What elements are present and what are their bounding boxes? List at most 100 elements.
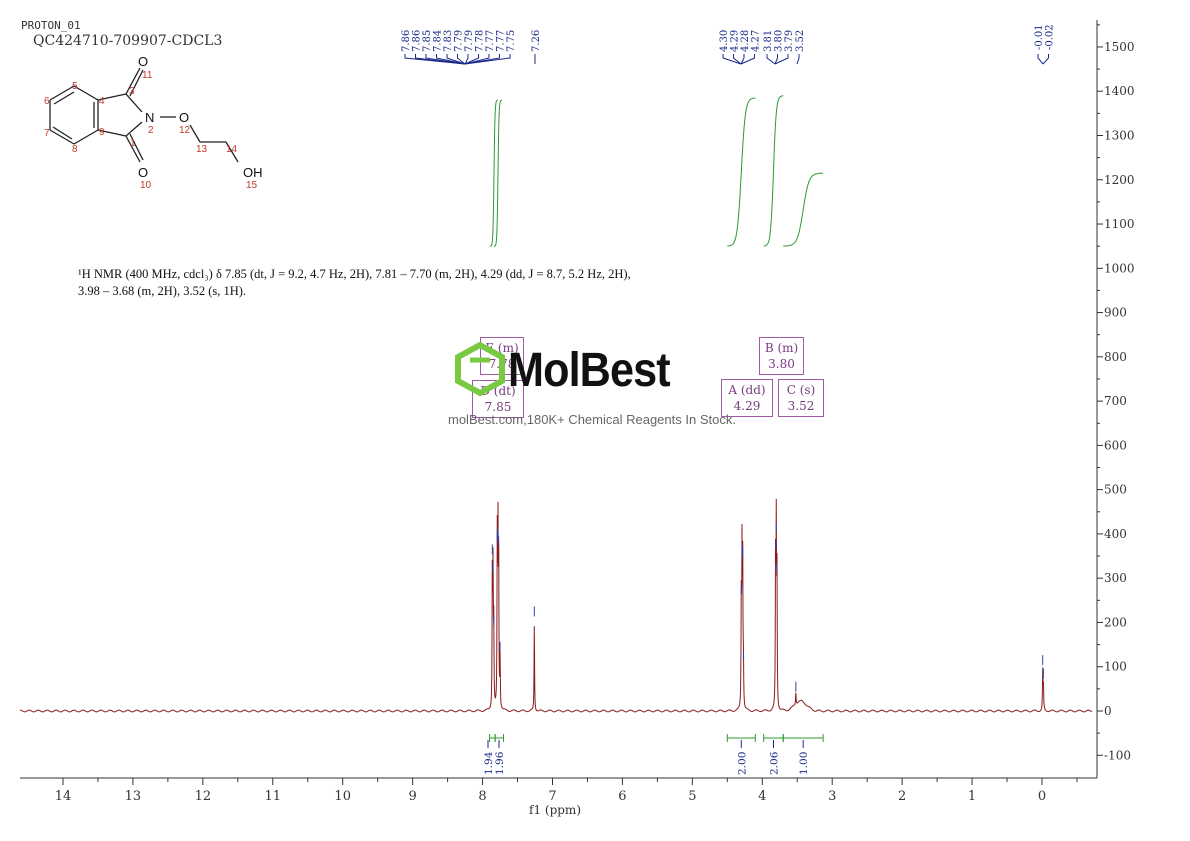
atom-n2: N xyxy=(145,110,154,125)
x-tick-label: 0 xyxy=(1038,789,1046,804)
peak-label-connector xyxy=(774,54,778,65)
y-tick-label: 100 xyxy=(1104,660,1127,674)
peak-label-connector xyxy=(464,54,511,65)
peak-label-connector xyxy=(464,54,479,65)
peak-label-connector xyxy=(436,54,466,65)
y-tick-label: 200 xyxy=(1104,615,1127,629)
peak-label: 4.30 xyxy=(719,30,730,52)
x-tick-label: 5 xyxy=(688,789,696,804)
peak-label-connector xyxy=(1042,54,1049,65)
multiplet-label: B (m) xyxy=(764,341,799,355)
y-tick-label: 400 xyxy=(1104,527,1127,541)
peak-label: -0.02 xyxy=(1045,24,1056,50)
atom-num: 13 xyxy=(196,144,208,155)
y-tick-label: 700 xyxy=(1104,394,1127,408)
atom-num: 14 xyxy=(226,144,238,155)
x-tick-label: 14 xyxy=(55,789,72,804)
peak-label-connector xyxy=(774,54,789,65)
peak-label-connector xyxy=(1037,54,1044,65)
atom-o11: O xyxy=(138,54,148,69)
peak-label: 4.29 xyxy=(730,30,741,52)
peak-label-connector xyxy=(733,54,742,65)
sample-id: QC424710-709907-CDCL3 xyxy=(33,33,223,49)
multiplet-box-b: B (m) 3.80 xyxy=(759,337,804,375)
peak-label: 7.75 xyxy=(506,30,517,52)
experiment-name: PROTON_01 xyxy=(21,19,81,32)
multiplet-shift: 3.52 xyxy=(787,399,815,413)
peak-label: 3.80 xyxy=(774,30,785,52)
x-tick-label: 13 xyxy=(125,789,142,804)
integral-curve xyxy=(783,172,824,247)
y-tick-label: 1200 xyxy=(1104,173,1135,187)
peak-label: 7.86 xyxy=(412,30,423,52)
peak-label-connector xyxy=(446,54,466,65)
peak-label-connector xyxy=(796,54,800,65)
y-tick-label: 600 xyxy=(1104,438,1127,452)
peak-label-connector xyxy=(740,54,755,65)
y-tick-label: 0 xyxy=(1104,704,1112,718)
atom-num: 2 xyxy=(148,125,154,136)
atom-num: 4 xyxy=(99,96,105,107)
atom-oh: OH xyxy=(243,165,263,180)
watermark-text: molBest.com,180K+ Chemical Reagents In S… xyxy=(448,412,736,427)
integral-value: 2.00 xyxy=(736,752,748,775)
peak-label: 7.77 xyxy=(496,30,507,52)
peak-label: 7.83 xyxy=(443,30,454,52)
peak-label: 3.81 xyxy=(763,30,774,52)
nmr-description: ¹H NMR (400 MHz, cdcl₃) δ 7.85 (dt, J = … xyxy=(78,267,631,298)
integral-value: 1.94 xyxy=(483,751,495,775)
peak-label-connector xyxy=(415,54,466,65)
atom-o10: O xyxy=(138,165,148,180)
peak-label: 7.86 xyxy=(401,30,412,52)
peak-label: 4.27 xyxy=(751,30,762,52)
peak-label-connector xyxy=(457,54,466,65)
x-tick-label: 3 xyxy=(828,789,836,804)
atom-num: 1 xyxy=(130,138,136,149)
multiplet-box-a: A (dd) 4.29 xyxy=(721,379,773,417)
peak-label: -0.01 xyxy=(1034,24,1045,50)
molecule-structure: O N O O OH 11 3 5 4 6 2 12 7 9 1 8 13 14… xyxy=(44,54,263,191)
integral-value: 1.00 xyxy=(798,752,810,775)
peak-label: 7.26 xyxy=(531,30,542,52)
x-tick-label: 7 xyxy=(548,789,556,804)
atom-num: 11 xyxy=(142,70,153,81)
multiplet-shift: 7.85 xyxy=(484,400,512,414)
atom-o12: O xyxy=(179,110,189,125)
multiplet-label: C (s) xyxy=(786,383,816,397)
x-tick-label: 1 xyxy=(968,789,976,804)
y-tick-label: 500 xyxy=(1104,483,1127,497)
y-tick-label: 1100 xyxy=(1104,217,1135,231)
x-axis-label: f1 (ppm) xyxy=(529,803,581,817)
peak-label: 4.28 xyxy=(740,30,751,52)
atom-num: 7 xyxy=(44,128,50,139)
peak-label: 7.84 xyxy=(433,30,444,52)
peak-label: 7.79 xyxy=(454,30,465,52)
atom-num: 9 xyxy=(99,127,105,138)
integral-value: 1.96 xyxy=(494,751,506,775)
peak-label: 7.79 xyxy=(464,30,475,52)
multiplet-label: A (dd) xyxy=(728,383,766,397)
peak-label-connector xyxy=(425,54,466,65)
peak-label: 7.78 xyxy=(475,30,486,52)
multiplet-box-c: C (s) 3.52 xyxy=(778,379,824,417)
peak-label-connector xyxy=(766,54,776,65)
x-tick-label: 4 xyxy=(758,789,766,804)
spectrum-line xyxy=(19,498,1093,713)
x-tick-label: 12 xyxy=(195,789,212,804)
watermark-logo: MolBest xyxy=(508,344,671,397)
y-tick-label: 1500 xyxy=(1104,40,1135,54)
y-tick-label: 1300 xyxy=(1104,128,1135,142)
x-tick-label: 6 xyxy=(618,789,626,804)
atom-num: 12 xyxy=(179,125,191,136)
peak-label-connector xyxy=(722,54,742,65)
y-tick-label: 1400 xyxy=(1104,84,1135,98)
peak-label: 7.77 xyxy=(485,30,496,52)
peak-label: 3.52 xyxy=(795,30,806,52)
y-tick-label: 300 xyxy=(1104,571,1127,585)
peak-label-connector xyxy=(464,54,469,65)
molbest-logo-icon xyxy=(455,342,505,397)
atom-num: 3 xyxy=(129,86,135,97)
peak-label: 3.79 xyxy=(784,30,795,52)
